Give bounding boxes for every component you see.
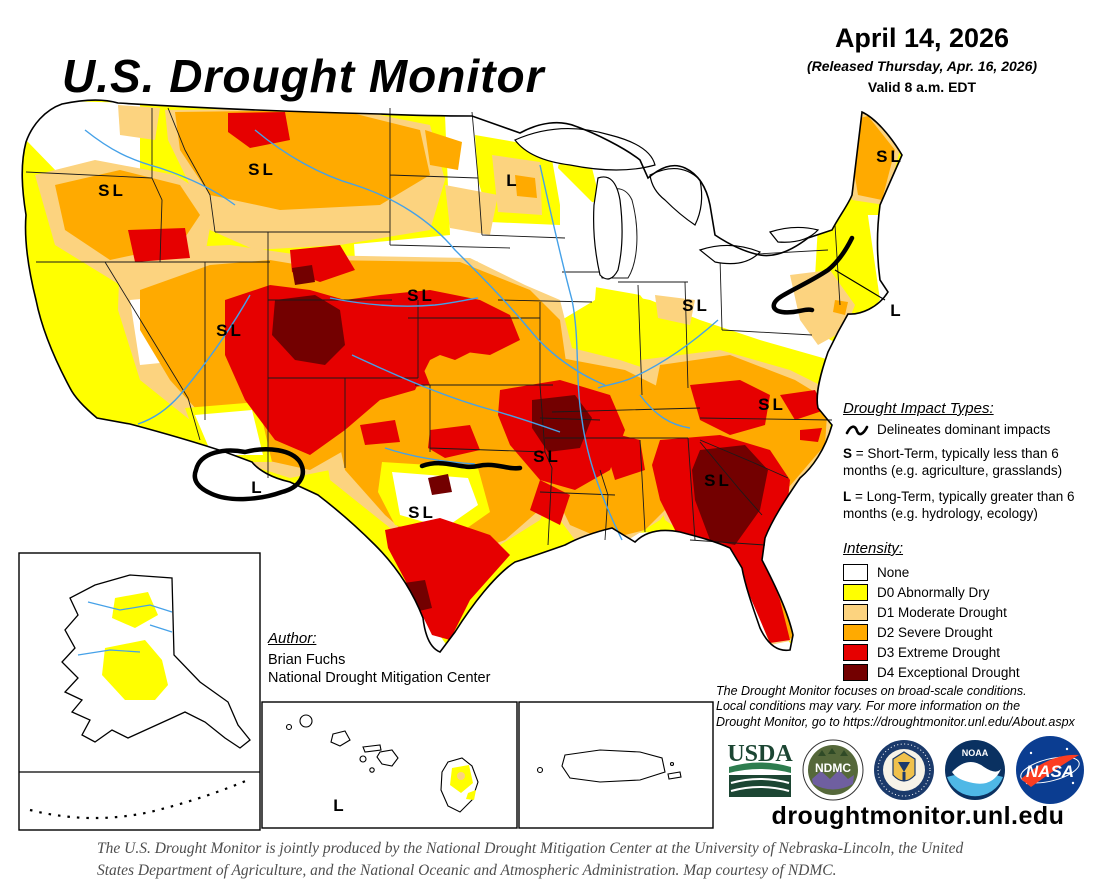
nasa-logo: NASA: [1016, 736, 1084, 804]
usda-logo: USDA: [727, 741, 793, 797]
date-block: April 14, 2026 (Released Thursday, Apr. …: [744, 23, 1100, 95]
svg-text:NASA: NASA: [1026, 762, 1074, 781]
legend-row-d4: D4 Exceptional Drought: [843, 662, 1099, 682]
state-borders: [25, 107, 841, 546]
page-title: U.S. Drought Monitor: [62, 49, 545, 102]
map-label: SL: [682, 296, 710, 315]
ndmc-logo: NDMC: [802, 739, 864, 801]
aleutian-islands: [29, 778, 249, 820]
alaska-inset: [18, 552, 261, 831]
map-label: SL: [407, 286, 435, 305]
map-label: SL: [408, 503, 436, 522]
intensity-heading: Intensity:: [843, 540, 904, 557]
disclaimer: The Drought Monitor focuses on broad-sca…: [716, 684, 1075, 729]
drought-regions: [22, 100, 903, 652]
legend-row-d2: D2 Severe Drought: [843, 622, 1099, 642]
impact-delineation-lines: [192, 235, 855, 502]
noaa-logo: NOAA: [945, 740, 1005, 800]
map-label: SL: [248, 160, 276, 179]
short-term-definition: S = Short-Term, typically less than 6 mo…: [843, 446, 1063, 478]
legend-row-d3: D3 Extreme Drought: [843, 642, 1099, 662]
author-org: National Drought Mitigation Center: [268, 670, 491, 687]
puerto-rico-inset: [518, 701, 714, 829]
map-label: L: [251, 478, 265, 497]
map-label: SL: [216, 321, 244, 340]
legend-row-none: None: [843, 562, 1099, 582]
website-url: droughtmonitor.unl.edu: [771, 802, 1065, 830]
intensity-legend: Intensity: None D0 Abnormally Dry D1 Mod…: [843, 540, 1099, 682]
release-date: (Released Thursday, Apr. 16, 2026): [806, 57, 1038, 74]
map-label: SL: [758, 395, 786, 414]
delineates-label: Delineates dominant impacts: [877, 422, 1051, 437]
agency-logos: USDA NDMC NOAA: [727, 736, 1087, 804]
swatch-d0: [843, 583, 868, 601]
swatch-none: [843, 563, 868, 581]
author-heading: Author:: [268, 630, 317, 647]
svg-text:NDMC: NDMC: [815, 761, 851, 775]
usda-agriculture-seal-icon: [874, 740, 934, 800]
rivers: [84, 129, 719, 541]
impact-types-heading: Drought Impact Types:: [843, 400, 994, 417]
delineation-curve-icon: [845, 424, 869, 435]
author-block: Author: Brian Fuchs National Drought Mit…: [268, 629, 490, 688]
swatch-d2: [843, 623, 868, 641]
impact-types-legend: Drought Impact Types: Delineates dominan…: [843, 400, 1099, 523]
map-label: L: [333, 796, 347, 815]
hawaii-inset: [261, 701, 518, 829]
footer-credit: The U.S. Drought Monitor is jointly prod…: [97, 840, 964, 879]
map-label: SL: [704, 471, 732, 490]
svg-text:NOAA: NOAA: [962, 748, 989, 758]
swatch-d1: [843, 603, 868, 621]
valid-time: Valid 8 a.m. EDT: [867, 78, 977, 95]
legend-row-d0: D0 Abnormally Dry: [843, 582, 1099, 602]
map-label: SL: [533, 447, 561, 466]
great-lakes: [514, 128, 820, 280]
map-date: April 14, 2026: [834, 23, 1010, 53]
long-term-definition: L = Long-Term, typically greater than 6 …: [843, 488, 1075, 521]
legend-row-d1: D1 Moderate Drought: [843, 602, 1099, 622]
swatch-d3: [843, 643, 868, 661]
map-label: L: [890, 301, 904, 320]
conus-outline: [21, 99, 903, 653]
swatch-d4: [843, 663, 868, 681]
map-label: L: [506, 171, 520, 190]
map-label: SL: [876, 147, 904, 166]
map-label: SL: [98, 181, 126, 200]
author-name: Brian Fuchs: [268, 651, 346, 668]
